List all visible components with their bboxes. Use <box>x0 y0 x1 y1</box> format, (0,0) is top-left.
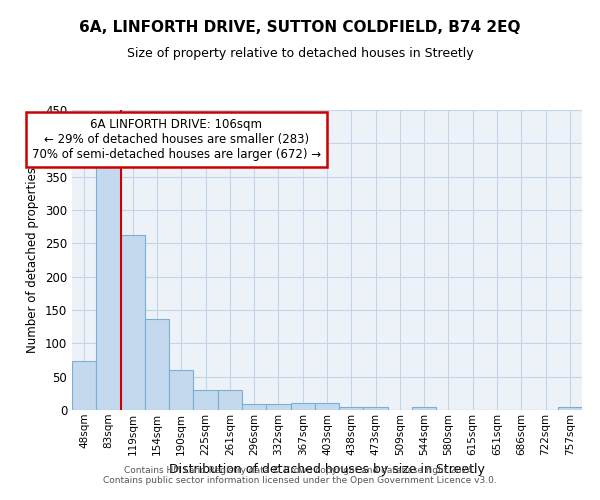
Bar <box>315 404 339 410</box>
Text: 6A LINFORTH DRIVE: 106sqm
← 29% of detached houses are smaller (283)
70% of semi: 6A LINFORTH DRIVE: 106sqm ← 29% of detac… <box>32 118 321 161</box>
Bar <box>266 404 290 410</box>
Bar <box>218 390 242 410</box>
Y-axis label: Number of detached properties: Number of detached properties <box>26 167 40 353</box>
Bar <box>145 320 169 410</box>
Bar <box>412 406 436 410</box>
Bar <box>72 362 96 410</box>
Bar <box>364 406 388 410</box>
Text: Contains HM Land Registry data © Crown copyright and database right 2024.
Contai: Contains HM Land Registry data © Crown c… <box>103 466 497 485</box>
Text: 6A, LINFORTH DRIVE, SUTTON COLDFIELD, B74 2EQ: 6A, LINFORTH DRIVE, SUTTON COLDFIELD, B7… <box>79 20 521 35</box>
Bar <box>169 370 193 410</box>
Text: Size of property relative to detached houses in Streetly: Size of property relative to detached ho… <box>127 48 473 60</box>
Bar <box>290 404 315 410</box>
Bar <box>96 158 121 410</box>
Bar <box>558 408 582 410</box>
Bar <box>242 404 266 410</box>
Bar <box>193 390 218 410</box>
Bar <box>121 236 145 410</box>
X-axis label: Distribution of detached houses by size in Streetly: Distribution of detached houses by size … <box>169 463 485 476</box>
Bar <box>339 406 364 410</box>
